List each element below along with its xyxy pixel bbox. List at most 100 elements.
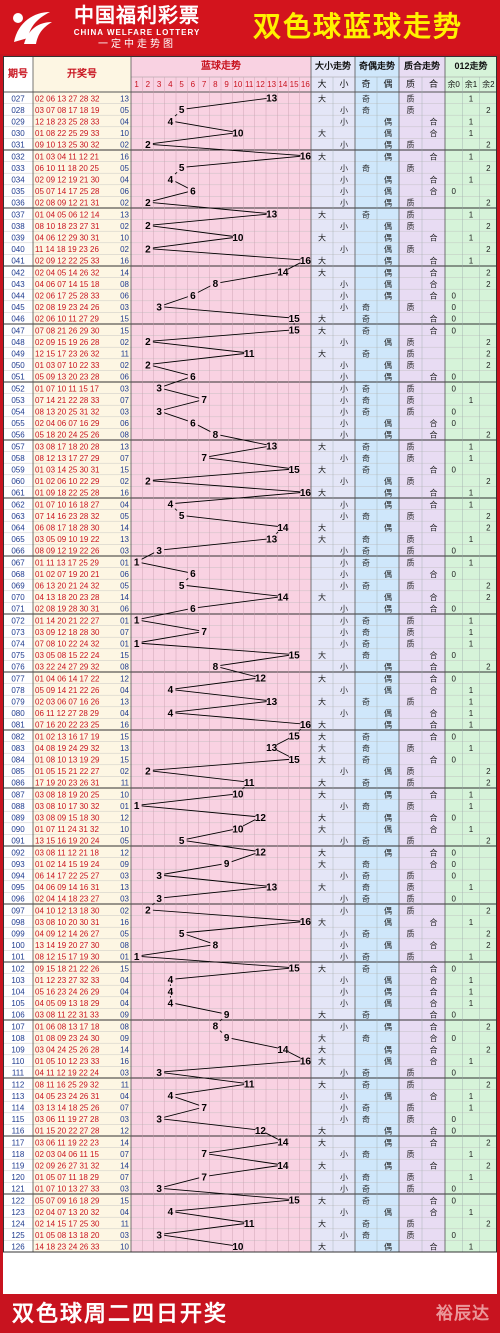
blue-ball-value: 16 xyxy=(120,257,129,266)
red-balls: 01 05 10 12 23 33 xyxy=(35,1057,100,1066)
size-mark: 大 xyxy=(318,1219,326,1229)
red-balls: 08 12 15 17 19 30 xyxy=(35,953,100,962)
red-balls: 01 02 06 10 22 29 xyxy=(35,477,100,486)
parity-mark: 偶 xyxy=(384,1242,392,1252)
size-mark: 小 xyxy=(340,431,348,440)
parity-mark: 偶 xyxy=(384,685,392,695)
brand-slogan: 一定中走势图 xyxy=(98,39,176,50)
prime-mark: 质 xyxy=(407,209,415,219)
red-balls: 05 18 20 24 25 26 xyxy=(35,431,100,440)
blue-number-bg xyxy=(142,359,153,370)
blue-ball-value: 01 xyxy=(120,616,129,625)
blue-number-mark: 13 xyxy=(266,94,278,105)
parity-mark: 奇 xyxy=(362,93,370,103)
blue-number-mark: 4 xyxy=(168,987,174,998)
parity-mark: 偶 xyxy=(384,360,392,370)
red-balls: 02 14 15 17 25 30 xyxy=(35,1220,100,1229)
period-label: 065 xyxy=(11,535,25,544)
prime-mark: 合 xyxy=(430,685,438,695)
blue-number-mark: 5 xyxy=(179,163,185,174)
size-mark: 大 xyxy=(318,789,326,799)
mod3-mark: 0 xyxy=(451,547,456,556)
period-label: 071 xyxy=(11,605,25,614)
parity-mark: 奇 xyxy=(362,963,370,973)
parity-mark: 偶 xyxy=(384,233,392,243)
red-balls: 04 10 12 13 18 30 xyxy=(35,906,100,915)
size-mark: 大 xyxy=(318,441,326,451)
red-balls: 08 12 13 17 27 29 xyxy=(35,454,100,463)
size-mark: 大 xyxy=(318,256,326,266)
mod3-mark: 0 xyxy=(451,674,456,683)
blue-number-bg xyxy=(187,417,198,428)
blue-number-bg xyxy=(277,266,288,277)
mod3-mark: 1 xyxy=(469,825,474,834)
blue-number-header: 1 xyxy=(134,80,139,89)
blue-ball-value: 10 xyxy=(120,825,129,834)
prime-mark: 合 xyxy=(430,859,438,869)
period-label: 040 xyxy=(11,245,25,254)
mod3-zone-bg xyxy=(445,56,497,1252)
red-balls: 03 05 08 15 22 24 xyxy=(35,651,100,660)
blue-number-bg xyxy=(154,893,165,904)
period-label: 039 xyxy=(11,234,25,243)
mod3-mark: 2 xyxy=(486,1080,491,1089)
blue-number-mark: 14 xyxy=(277,1161,289,1172)
parity-mark: 偶 xyxy=(384,998,392,1008)
parity-mark: 奇 xyxy=(362,511,370,521)
prime-subheader: 合 xyxy=(429,78,438,89)
period-label: 076 xyxy=(11,663,25,672)
parity-mark: 偶 xyxy=(384,523,392,533)
parity-mark: 奇 xyxy=(362,453,370,463)
period-label: 057 xyxy=(11,442,25,451)
prime-mark: 合 xyxy=(430,430,438,440)
blue-number-bg xyxy=(131,800,142,811)
blue-number-mark: 2 xyxy=(145,766,151,777)
blue-number-mark: 6 xyxy=(190,372,196,383)
parity-mark: 偶 xyxy=(384,1021,392,1031)
mod3-mark: 1 xyxy=(469,1057,474,1066)
red-balls: 04 06 09 14 16 31 xyxy=(35,883,100,892)
red-balls: 06 13 20 21 24 32 xyxy=(35,582,100,591)
mod3-mark: 1 xyxy=(469,1243,474,1252)
blue-number-bg xyxy=(199,1171,210,1182)
mod3-mark: 0 xyxy=(451,303,456,312)
blue-ball-value: 07 xyxy=(120,1173,129,1182)
size-mark: 小 xyxy=(340,709,348,718)
blue-number-bg xyxy=(187,603,198,614)
size-mark: 大 xyxy=(318,209,326,219)
period-label: 088 xyxy=(11,802,25,811)
mod3-mark: 0 xyxy=(451,1034,456,1043)
mod3-mark: 1 xyxy=(469,1150,474,1159)
blue-ball-value: 14 xyxy=(120,268,129,277)
size-mark: 小 xyxy=(340,361,348,370)
blue-number-bg xyxy=(154,1183,165,1194)
size-mark: 小 xyxy=(340,941,348,950)
mod3-mark: 1 xyxy=(469,489,474,498)
mod3-mark: 0 xyxy=(451,373,456,382)
blue-number-bg xyxy=(232,788,243,799)
prime-mark: 质 xyxy=(407,882,415,892)
mod3-mark: 0 xyxy=(451,1196,456,1205)
blue-ball-value: 08 xyxy=(120,280,129,289)
red-balls: 03 08 11 12 21 18 xyxy=(35,848,99,857)
size-mark: 小 xyxy=(340,1185,348,1194)
blue-number-mark: 1 xyxy=(134,639,140,650)
period-label: 053 xyxy=(11,396,25,405)
size-mark: 小 xyxy=(340,280,348,289)
period-label: 119 xyxy=(12,1162,25,1171)
mod3-mark: 0 xyxy=(451,326,456,335)
size-mark: 小 xyxy=(340,222,348,231)
blue-number-header: 14 xyxy=(278,80,287,89)
blue-number-bg xyxy=(221,858,232,869)
size-mark: 小 xyxy=(340,1022,348,1031)
parity-mark: 偶 xyxy=(384,430,392,440)
header-period: 期号 xyxy=(8,67,28,80)
mod3-mark: 1 xyxy=(469,709,474,718)
period-label: 082 xyxy=(11,732,25,741)
blue-number-mark: 11 xyxy=(244,1080,255,1091)
blue-ball-value: 07 xyxy=(120,1104,129,1113)
blue-number-mark: 4 xyxy=(168,975,174,986)
blue-number-mark: 4 xyxy=(168,685,174,696)
size-mark: 小 xyxy=(340,570,348,579)
period-label: 090 xyxy=(11,825,25,834)
